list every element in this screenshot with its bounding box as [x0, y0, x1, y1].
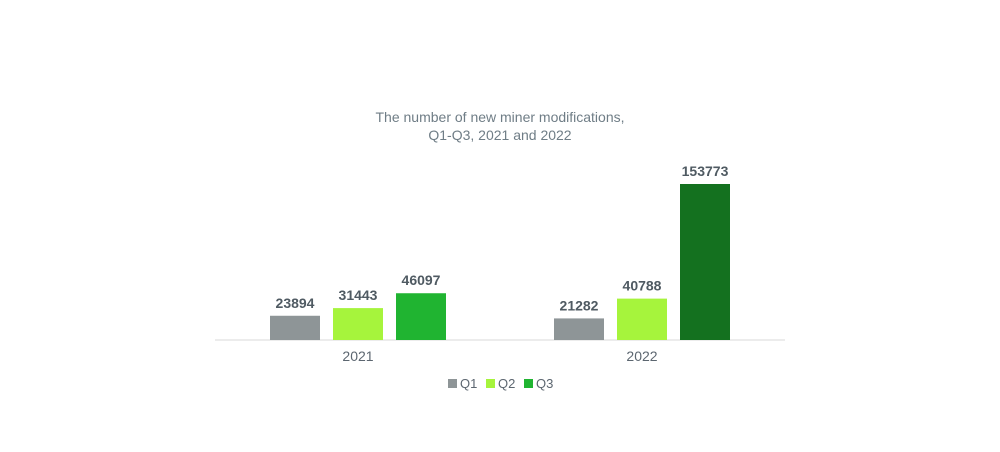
bar-q3-2022: [680, 184, 730, 340]
value-label-q3-2022: 153773: [682, 163, 729, 179]
bar-q2-2021: [333, 308, 383, 340]
legend-label-q3: Q3: [536, 376, 553, 391]
bar-q1-2022: [554, 318, 604, 340]
legend-swatch-q3: [524, 379, 533, 388]
legend-label-q2: Q2: [498, 376, 515, 391]
chart-title-line-1: The number of new miner modifications,: [376, 109, 625, 125]
legend: Q1 Q2 Q3: [448, 376, 553, 391]
legend-label-q1: Q1: [460, 376, 477, 391]
bar-q3-2021: [396, 293, 446, 340]
legend-swatch-q2: [486, 379, 495, 388]
value-label-q3-2021: 46097: [402, 272, 441, 288]
value-label-q1-2022: 21282: [560, 297, 599, 313]
bar-q2-2022: [617, 298, 667, 340]
bar-q1-2021: [270, 315, 320, 340]
bars-group: 23894 31443 46097 2021 21282 40788 153773 2022: [270, 163, 730, 364]
category-label-2022: 2022: [626, 348, 657, 364]
value-label-q2-2021: 31443: [339, 287, 378, 303]
category-label-2021: 2021: [342, 348, 373, 364]
legend-swatch-q1: [448, 379, 457, 388]
value-label-q2-2022: 40788: [623, 278, 662, 294]
value-label-q1-2021: 23894: [276, 295, 315, 311]
chart-title-line-2: Q1-Q3, 2021 and 2022: [428, 127, 571, 143]
